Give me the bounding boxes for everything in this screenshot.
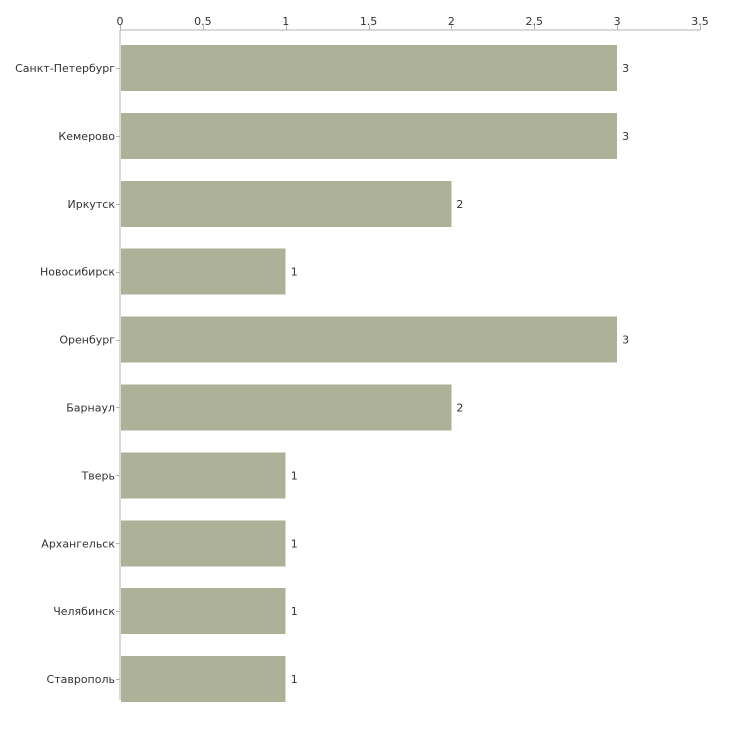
category-label: Челябинск	[53, 605, 115, 618]
bar-5	[121, 316, 618, 363]
category-label: Санкт-Петербург	[15, 62, 115, 75]
category-label: Кемерово	[58, 130, 115, 143]
value-label: 2	[456, 401, 463, 414]
x-tick-label: 3	[614, 15, 621, 28]
bar-2	[121, 112, 618, 159]
x-tick-label: 3.5	[691, 15, 709, 28]
category-label: Новосибирск	[40, 266, 115, 279]
bar-8	[121, 520, 286, 567]
x-tick-label: 0	[117, 15, 124, 28]
value-label: 1	[291, 673, 298, 686]
value-label: 1	[291, 469, 298, 482]
category-label: Иркутск	[68, 198, 116, 211]
x-tick-label: 2.5	[526, 15, 544, 28]
bar-10	[121, 656, 286, 703]
labels-layer: 0 0.5 1 1.5 2 2.5 3 3.5 Санкт-Петербург 3 Кемерово…	[15, 15, 709, 686]
value-label: 1	[291, 537, 298, 550]
value-label: 3	[622, 334, 629, 347]
value-label: 1	[291, 605, 298, 618]
x-tick-label: 2	[448, 15, 455, 28]
axis-layer	[116, 25, 701, 700]
value-label: 2	[456, 198, 463, 211]
bars-layer	[121, 44, 618, 703]
x-tick-label: 0.5	[194, 15, 212, 28]
bar-6	[121, 384, 452, 431]
bar-1	[121, 44, 618, 91]
bar-3	[121, 180, 452, 227]
category-label: Ставрополь	[47, 673, 115, 686]
x-tick-label: 1	[282, 15, 289, 28]
category-label: Архангельск	[41, 537, 115, 550]
category-label: Оренбург	[59, 334, 115, 347]
bar-7	[121, 452, 286, 499]
value-label: 1	[291, 266, 298, 279]
value-label: 3	[622, 62, 629, 75]
category-label: Барнаул	[66, 401, 115, 414]
bar-9	[121, 588, 286, 635]
x-tick-label: 1.5	[360, 15, 378, 28]
bar-4	[121, 248, 286, 295]
category-label: Тверь	[81, 469, 115, 482]
value-label: 3	[622, 130, 629, 143]
